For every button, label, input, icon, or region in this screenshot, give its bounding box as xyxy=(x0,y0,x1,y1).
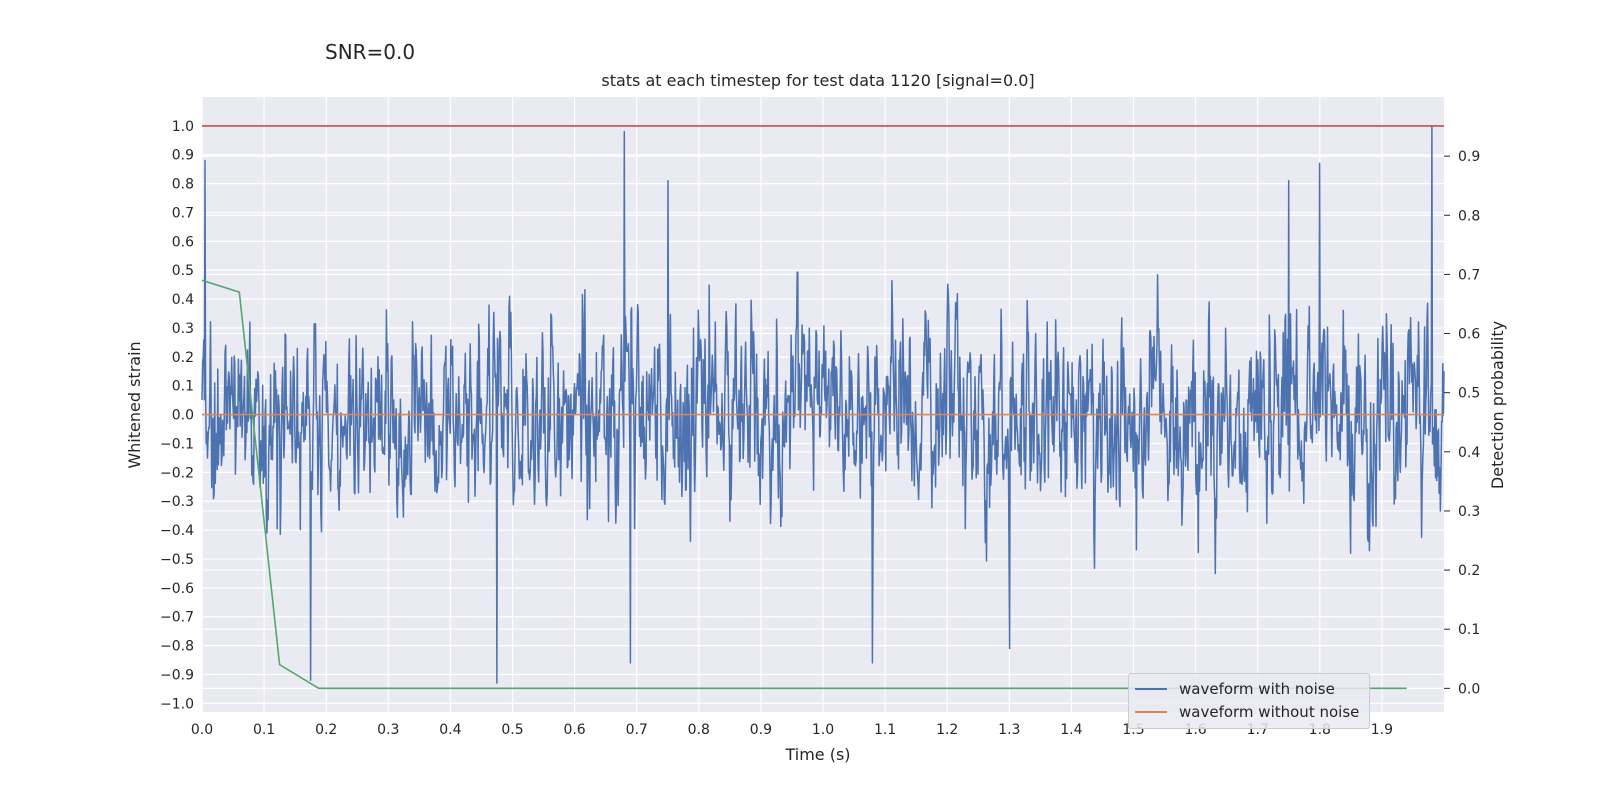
y-tick-label: −0.6 xyxy=(160,581,194,597)
series-detection-probability xyxy=(201,279,1407,690)
x-tick-label: 0.5 xyxy=(501,722,523,738)
x-tick-label: 1.1 xyxy=(874,722,896,738)
x-tick-label: 1.3 xyxy=(998,722,1020,738)
y-tick-label: −0.4 xyxy=(160,523,194,539)
series-layer xyxy=(201,125,1445,690)
y-axis-label-left: Whitened strain xyxy=(125,341,144,468)
y-tick-label: 0.1 xyxy=(172,379,194,395)
x-tick-label: 0.1 xyxy=(253,722,275,738)
x-axis-label: Time (s) xyxy=(784,745,850,764)
y-right-tick-label: 0.1 xyxy=(1458,622,1480,638)
y-tick-label: −0.1 xyxy=(160,436,194,452)
y-tick-label: 0.9 xyxy=(172,148,194,164)
x-tick-label: 0.9 xyxy=(750,722,772,738)
chart-title: stats at each timestep for test data 112… xyxy=(601,71,1034,90)
y-tick-label: −0.3 xyxy=(160,494,194,510)
x-tick-label: 0.8 xyxy=(688,722,710,738)
y-tick-label: −1.0 xyxy=(160,696,194,712)
x-tick-label: 0.0 xyxy=(191,722,213,738)
series-waveform-with-noise xyxy=(201,125,1445,684)
grid xyxy=(201,97,1444,712)
y-right-tick-label: 0.4 xyxy=(1458,445,1480,461)
x-tick-label: 0.3 xyxy=(377,722,399,738)
y-right-tick-label: 0.7 xyxy=(1458,267,1480,283)
legend-item-with-noise: waveform with noise xyxy=(1135,679,1335,699)
y-tick-label: −0.9 xyxy=(160,667,194,683)
y-tick-label: 0.5 xyxy=(172,263,194,279)
x-tick-label: 1.2 xyxy=(936,722,958,738)
y-right-tick-label: 0.3 xyxy=(1458,504,1480,520)
legend-swatch-with-noise xyxy=(1135,688,1167,690)
y-tick-label: 0.0 xyxy=(172,408,194,424)
x-tick-label: 0.7 xyxy=(626,722,648,738)
legend-label-with-noise: waveform with noise xyxy=(1179,680,1335,698)
x-tick-label: 1.0 xyxy=(812,722,834,738)
y-right-tick-label: 0.6 xyxy=(1458,327,1480,343)
x-tick-label: 0.2 xyxy=(315,722,337,738)
x-tick-label: 0.4 xyxy=(439,722,461,738)
y-axis-label-right: Detection probability xyxy=(1488,321,1507,489)
y-tick-label: 1.0 xyxy=(172,119,194,135)
legend: waveform with noise waveform without noi… xyxy=(1128,673,1370,729)
y-tick-label: 0.6 xyxy=(172,234,194,250)
y-right-tick-label: 0.8 xyxy=(1458,208,1480,224)
x-tick-label: 1.9 xyxy=(1371,722,1393,738)
legend-item-without-noise: waveform without noise xyxy=(1135,702,1359,722)
y-right-tick-label: 0.9 xyxy=(1458,149,1480,165)
y-right-tick-label: 0.2 xyxy=(1458,563,1480,579)
legend-swatch-without-noise xyxy=(1135,711,1167,713)
y-tick-label: 0.3 xyxy=(172,321,194,337)
legend-label-without-noise: waveform without noise xyxy=(1179,703,1360,721)
y-tick-label: 0.8 xyxy=(172,177,194,193)
x-tick-label: 1.4 xyxy=(1060,722,1082,738)
y-tick-label: −0.2 xyxy=(160,465,194,481)
y-right-tick-label: 0.0 xyxy=(1458,681,1480,697)
y-tick-label: 0.4 xyxy=(172,292,194,308)
y-tick-label: −0.8 xyxy=(160,639,194,655)
y-tick-label: −0.7 xyxy=(160,610,194,626)
y-right-tick-label: 0.5 xyxy=(1458,386,1480,402)
y-tick-label: 0.2 xyxy=(172,350,194,366)
y-tick-label: −0.5 xyxy=(160,552,194,568)
figure-suptitle: SNR=0.0 xyxy=(325,40,416,64)
y-tick-label: 0.7 xyxy=(172,205,194,221)
x-tick-label: 0.6 xyxy=(563,722,585,738)
axes: 0.0 0.1 0.2 0.3 0.4 0.5 0.6 0.7 0.8 0.9 1.0 1.1 1.2 1… xyxy=(160,119,1480,738)
